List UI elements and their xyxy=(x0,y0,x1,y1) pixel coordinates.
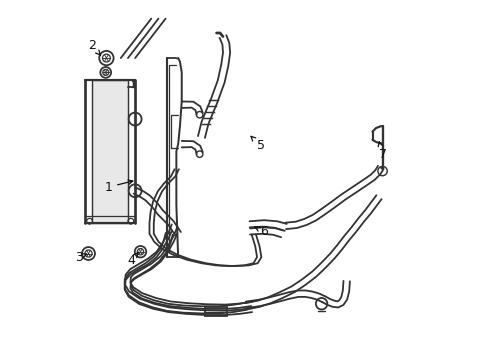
Text: 6: 6 xyxy=(254,225,267,238)
Text: 7: 7 xyxy=(377,142,386,161)
Text: 5: 5 xyxy=(250,136,264,152)
Text: 4: 4 xyxy=(127,252,138,267)
Text: 1: 1 xyxy=(104,180,133,194)
Text: 2: 2 xyxy=(88,39,101,55)
FancyBboxPatch shape xyxy=(92,80,127,223)
Text: 3: 3 xyxy=(75,251,86,264)
